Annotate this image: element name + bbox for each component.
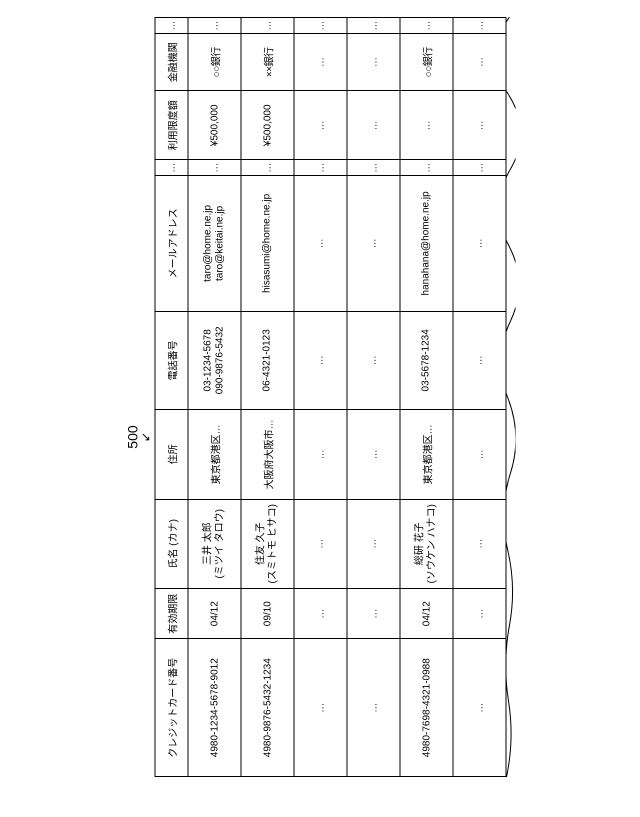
table-cell: … bbox=[188, 160, 241, 176]
table-cell: … bbox=[294, 588, 347, 638]
table-cell: … bbox=[453, 160, 506, 176]
table-cell: 東京都港区… bbox=[188, 410, 241, 499]
table-cell: ¥500,000 bbox=[241, 91, 294, 160]
table-cell: … bbox=[241, 160, 294, 176]
table-cell: 大阪府大阪市… bbox=[241, 410, 294, 499]
table-row: 4980-7698-4321-098804/12総研 花子(ソウケン ハナコ)東… bbox=[400, 18, 453, 777]
table-cell: … bbox=[347, 499, 400, 588]
table-cell: hisasumi@home.ne.jp bbox=[241, 176, 294, 311]
table-cell: … bbox=[400, 160, 453, 176]
table-cell: … bbox=[294, 34, 347, 91]
table-cell: … bbox=[453, 34, 506, 91]
table-cell: 09/10 bbox=[241, 588, 294, 638]
table-cell: … bbox=[294, 91, 347, 160]
table-cell: … bbox=[453, 499, 506, 588]
table-cell: … bbox=[347, 588, 400, 638]
table-cell: … bbox=[453, 311, 506, 410]
table-cell: … bbox=[347, 311, 400, 410]
table-cell: … bbox=[294, 160, 347, 176]
table-cell: … bbox=[347, 34, 400, 91]
table-cell: … bbox=[294, 499, 347, 588]
table-cell: … bbox=[347, 160, 400, 176]
figure-arrow-icon: ↙ bbox=[143, 57, 149, 817]
table-cell: ○○銀行 bbox=[400, 34, 453, 91]
table-cell: 4980-7698-4321-0988 bbox=[400, 639, 453, 777]
table-cell: … bbox=[453, 588, 506, 638]
table-cell: ○○銀行 bbox=[188, 34, 241, 91]
table-cell: … bbox=[400, 18, 453, 34]
table-cell: 4980-1234-5678-9012 bbox=[188, 639, 241, 777]
table-cell: 06-4321-0123 bbox=[241, 311, 294, 410]
table-cell: … bbox=[453, 176, 506, 311]
table-cell: 04/12 bbox=[188, 588, 241, 638]
col-limit: 利用限度額 bbox=[155, 91, 188, 160]
col-el1: … bbox=[155, 160, 188, 176]
table-cell: … bbox=[453, 639, 506, 777]
table-cell: … bbox=[294, 176, 347, 311]
table-cell: … bbox=[400, 91, 453, 160]
table-cell: 03-1234-5678090-9876-5432 bbox=[188, 311, 241, 410]
table-cell: … bbox=[347, 176, 400, 311]
table-cell: 東京都港区… bbox=[400, 410, 453, 499]
table-cell: … bbox=[294, 311, 347, 410]
table-cell: … bbox=[347, 18, 400, 34]
table-header-row: クレジットカード番号 有効期限 氏名 (カナ) 住所 電話番号 メールアドレス … bbox=[155, 18, 188, 777]
table-cell: taro@home.ne.jptaro@keitai.ne.jp bbox=[188, 176, 241, 311]
table-cell: … bbox=[294, 410, 347, 499]
table-cell: … bbox=[347, 91, 400, 160]
col-bank: 金融機関 bbox=[155, 34, 188, 91]
table-cell: … bbox=[453, 410, 506, 499]
table-cell: hanahana@home.ne.jp bbox=[400, 176, 453, 311]
table-row: 4980-9876-5432-123409/10住友 久子(スミトモ ヒサコ)大… bbox=[241, 18, 294, 777]
col-name: 氏名 (カナ) bbox=[155, 499, 188, 588]
col-addr: 住所 bbox=[155, 410, 188, 499]
table-cell: 4980-9876-5432-1234 bbox=[241, 639, 294, 777]
table-row: ………………………… bbox=[294, 18, 347, 777]
table-cell: 総研 花子(ソウケン ハナコ) bbox=[400, 499, 453, 588]
table-cell: … bbox=[241, 18, 294, 34]
table-cell: … bbox=[294, 18, 347, 34]
table-cell: ××銀行 bbox=[241, 34, 294, 91]
table-cell: 03-5678-1234 bbox=[400, 311, 453, 410]
table-cell: … bbox=[188, 18, 241, 34]
table-cell: ¥500,000 bbox=[188, 91, 241, 160]
customer-table-figure: 500 ↙ クレジットカード番号 有効期限 氏名 (カナ) 住所 電話番号 メー… bbox=[125, 17, 516, 777]
col-email: メールアドレス bbox=[155, 176, 188, 311]
table-cell: … bbox=[453, 18, 506, 34]
table-cell: … bbox=[294, 639, 347, 777]
col-phone: 電話番号 bbox=[155, 311, 188, 410]
col-card: クレジットカード番号 bbox=[155, 639, 188, 777]
table-row: ………………………… bbox=[453, 18, 506, 777]
table-cell: … bbox=[347, 410, 400, 499]
table-cell: 三井 太郎(ミツイ タロウ) bbox=[188, 499, 241, 588]
table-row: ………………………… bbox=[347, 18, 400, 777]
table-cell: 住友 久子(スミトモ ヒサコ) bbox=[241, 499, 294, 588]
torn-edge-icon bbox=[506, 17, 516, 777]
table-cell: 04/12 bbox=[400, 588, 453, 638]
col-exp: 有効期限 bbox=[155, 588, 188, 638]
col-el2: … bbox=[155, 18, 188, 34]
table-row: 4980-1234-5678-901204/12三井 太郎(ミツイ タロウ)東京… bbox=[188, 18, 241, 777]
customer-data-table: クレジットカード番号 有効期限 氏名 (カナ) 住所 電話番号 メールアドレス … bbox=[155, 17, 507, 777]
table-cell: … bbox=[453, 91, 506, 160]
table-cell: … bbox=[347, 639, 400, 777]
